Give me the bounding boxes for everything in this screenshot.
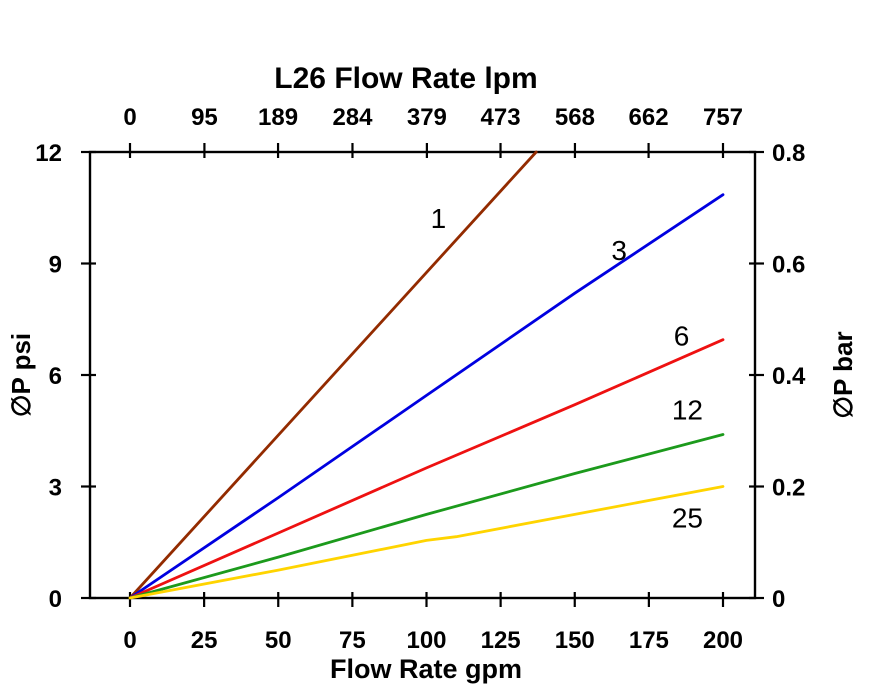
series-line-6: [128, 338, 725, 600]
axis-ticks: [81, 143, 764, 607]
x-top-tick-label: 189: [258, 104, 298, 131]
x-bottom-tick-label: 100: [406, 627, 446, 654]
x-bottom-tick-label: 175: [629, 627, 669, 654]
series-line-1: [128, 150, 538, 600]
x-top-tick-label: 473: [481, 104, 521, 131]
x-top-tick-label: 379: [407, 104, 447, 131]
series-line-25: [128, 485, 725, 600]
x-top-tick-label: 0: [123, 104, 136, 131]
x-bottom-tick-label: 0: [123, 627, 136, 654]
x-bottom-tick-label: 50: [265, 627, 292, 654]
series-label-1: 1: [431, 203, 447, 234]
series-label-6: 6: [674, 320, 690, 351]
x-axis-bottom-title: Flow Rate gpm: [330, 654, 522, 684]
x-top-tick-label: 568: [555, 104, 595, 131]
x-bottom-tick-label: 75: [339, 627, 366, 654]
x-bottom-tick-label: 150: [555, 627, 595, 654]
y-right-tick-label: 0.2: [772, 475, 805, 502]
y-right-tick-label: 0.6: [772, 252, 805, 279]
y-left-tick-label: 3: [49, 475, 62, 502]
x-bottom-tick-label: 200: [703, 627, 743, 654]
x-top-tick-label: 662: [629, 104, 669, 131]
series-line-3: [128, 193, 725, 600]
x-top-tick-label: 284: [332, 104, 373, 131]
y-axis-right-title: ∅P bar: [828, 331, 858, 418]
x-bottom-tick-label: 125: [481, 627, 521, 654]
y-right-tick-label: 0: [772, 586, 785, 613]
y-right-tick-label: 0.4: [772, 363, 806, 390]
series-value-labels: 1 3 6 12 25: [431, 203, 703, 533]
y-left-tick-label: 12: [35, 140, 62, 167]
x-bottom-tick-label: 25: [191, 627, 218, 654]
x-top-tick-label: 95: [191, 104, 218, 131]
y-axis-left-title: ∅P psi: [6, 333, 36, 417]
y-left-tick-label: 0: [49, 586, 62, 613]
series-line-12: [128, 433, 725, 600]
x-top-tick-label: 757: [703, 104, 743, 131]
y-right-tick-label: 0.8: [772, 140, 805, 167]
series-lines: [128, 150, 725, 600]
y-left-tick-label: 9: [49, 252, 62, 279]
series-label-25: 25: [672, 502, 703, 533]
y-left-tick-label: 6: [49, 363, 62, 390]
chart-title: L26 Flow Rate lpm: [274, 62, 537, 95]
series-label-12: 12: [672, 395, 703, 426]
series-label-3: 3: [611, 235, 627, 266]
